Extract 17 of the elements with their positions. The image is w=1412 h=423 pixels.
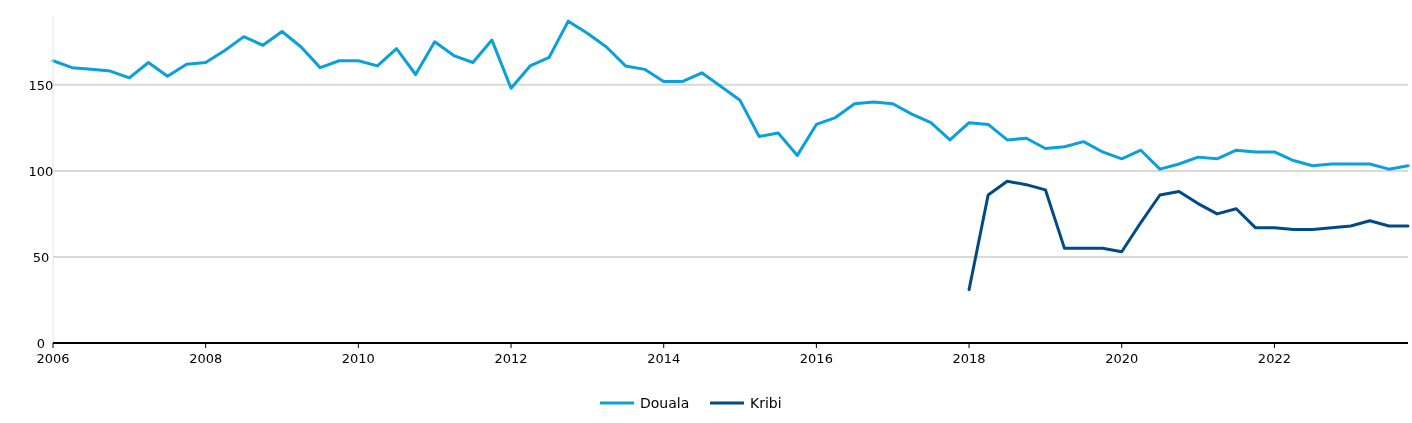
x-tick-label: 2008 bbox=[189, 351, 223, 366]
x-tick-label: 2020 bbox=[1105, 351, 1139, 366]
x-tick-label: 2016 bbox=[799, 351, 833, 366]
line-series bbox=[967, 179, 1410, 292]
y-tick-label: 150 bbox=[28, 77, 54, 93]
y-tick-label: 50 bbox=[32, 249, 50, 265]
x-tick-label: 2014 bbox=[647, 351, 681, 366]
x-tick-label: 2018 bbox=[952, 351, 986, 366]
x-tick-label: 2012 bbox=[494, 351, 528, 366]
x-tick-label: 2010 bbox=[341, 351, 375, 366]
legend-label: Douala bbox=[640, 395, 690, 411]
legend-label: Kribi bbox=[750, 395, 782, 411]
x-tick-label: 2006 bbox=[36, 351, 70, 366]
y-tick-label: 100 bbox=[28, 163, 54, 179]
y-tick-label: 0 bbox=[36, 336, 46, 351]
line-series bbox=[51, 19, 1410, 171]
x-tick-label: 2022 bbox=[1257, 351, 1291, 366]
